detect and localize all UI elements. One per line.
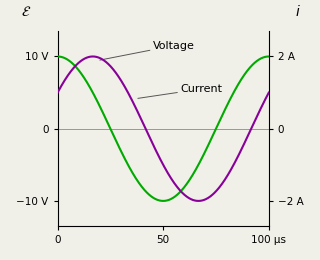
Text: Current: Current (138, 84, 222, 98)
Text: $\mathcal{E}$: $\mathcal{E}$ (21, 5, 31, 19)
Text: Voltage: Voltage (100, 41, 195, 60)
Text: $i$: $i$ (295, 4, 301, 20)
